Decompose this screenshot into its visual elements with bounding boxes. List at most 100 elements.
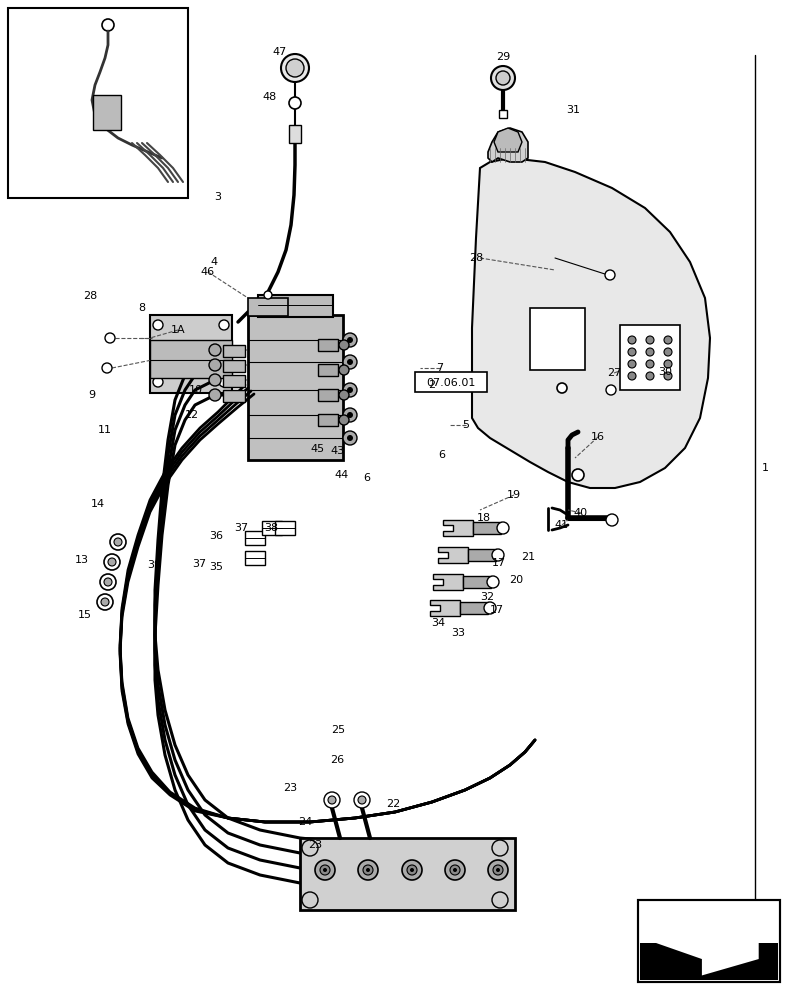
Circle shape — [605, 385, 616, 395]
Text: 24: 24 — [298, 817, 311, 827]
Circle shape — [483, 602, 496, 614]
Bar — [247, 298, 288, 316]
Circle shape — [663, 348, 672, 356]
Text: 10: 10 — [189, 385, 203, 395]
Bar — [318, 389, 337, 401]
Circle shape — [338, 340, 349, 350]
Text: 35: 35 — [208, 562, 223, 572]
Bar — [8, 8, 188, 198]
Bar — [245, 551, 264, 565]
Text: 5: 5 — [462, 420, 469, 430]
Circle shape — [496, 522, 508, 534]
Circle shape — [646, 360, 653, 368]
Circle shape — [338, 415, 349, 425]
Circle shape — [496, 868, 500, 872]
Text: 36: 36 — [208, 531, 223, 541]
Text: 30: 30 — [657, 367, 672, 377]
Circle shape — [491, 840, 508, 856]
Circle shape — [219, 320, 229, 330]
Circle shape — [219, 377, 229, 387]
Polygon shape — [437, 547, 467, 563]
Bar — [223, 360, 245, 372]
Text: 16: 16 — [590, 432, 604, 442]
Circle shape — [315, 860, 335, 880]
Circle shape — [453, 868, 457, 872]
Bar — [318, 414, 337, 426]
Circle shape — [208, 374, 221, 386]
Circle shape — [102, 363, 112, 373]
Text: 4: 4 — [210, 257, 217, 267]
Circle shape — [208, 344, 221, 356]
Circle shape — [604, 270, 614, 280]
Circle shape — [363, 865, 372, 875]
Bar — [499, 110, 506, 118]
Circle shape — [289, 97, 301, 109]
Circle shape — [208, 389, 221, 401]
Circle shape — [114, 538, 122, 546]
Text: 17: 17 — [491, 558, 505, 568]
Bar — [460, 602, 487, 614]
Text: 25: 25 — [331, 725, 345, 735]
Polygon shape — [443, 520, 473, 536]
Circle shape — [646, 348, 653, 356]
Bar — [637, 900, 779, 982]
Circle shape — [646, 372, 653, 380]
Text: 11: 11 — [98, 425, 112, 435]
Text: 1A: 1A — [170, 325, 185, 335]
Text: 34: 34 — [431, 618, 444, 628]
Circle shape — [104, 554, 120, 570]
Circle shape — [346, 337, 353, 343]
Bar — [318, 364, 337, 376]
Circle shape — [342, 355, 357, 369]
Bar — [299, 838, 514, 910]
Text: 44: 44 — [334, 470, 349, 480]
Circle shape — [108, 558, 116, 566]
Text: 12: 12 — [185, 410, 199, 420]
Circle shape — [109, 534, 126, 550]
Circle shape — [281, 54, 309, 82]
Polygon shape — [432, 574, 462, 590]
Circle shape — [264, 291, 272, 299]
Bar — [289, 125, 301, 143]
Text: 15: 15 — [78, 610, 92, 620]
Text: 23: 23 — [282, 783, 297, 793]
Text: 33: 33 — [450, 628, 465, 638]
Circle shape — [627, 348, 635, 356]
Circle shape — [346, 387, 353, 393]
Circle shape — [105, 333, 115, 343]
Circle shape — [338, 390, 349, 400]
Circle shape — [487, 860, 508, 880]
Circle shape — [342, 383, 357, 397]
Text: 6: 6 — [363, 473, 370, 483]
Circle shape — [605, 514, 617, 526]
Circle shape — [104, 578, 112, 586]
Bar — [467, 549, 496, 561]
Circle shape — [102, 19, 114, 31]
Circle shape — [491, 549, 504, 561]
Circle shape — [487, 576, 499, 588]
Bar — [258, 295, 333, 317]
Circle shape — [100, 574, 116, 590]
Text: 6: 6 — [438, 450, 445, 460]
Text: 26: 26 — [329, 755, 344, 765]
Polygon shape — [493, 128, 521, 152]
Text: 18: 18 — [476, 513, 491, 523]
Bar — [150, 315, 232, 393]
Circle shape — [358, 860, 378, 880]
Circle shape — [97, 594, 113, 610]
Circle shape — [646, 336, 653, 344]
Circle shape — [491, 66, 514, 90]
Circle shape — [627, 336, 635, 344]
Text: 8: 8 — [138, 303, 145, 313]
Circle shape — [492, 865, 502, 875]
Text: 3: 3 — [214, 192, 221, 202]
Circle shape — [346, 412, 353, 418]
Circle shape — [324, 792, 340, 808]
Bar — [639, 943, 777, 980]
Polygon shape — [471, 158, 709, 488]
Bar — [150, 340, 232, 378]
Circle shape — [152, 377, 163, 387]
Text: 22: 22 — [385, 799, 400, 809]
Circle shape — [410, 868, 414, 872]
Polygon shape — [430, 600, 460, 616]
